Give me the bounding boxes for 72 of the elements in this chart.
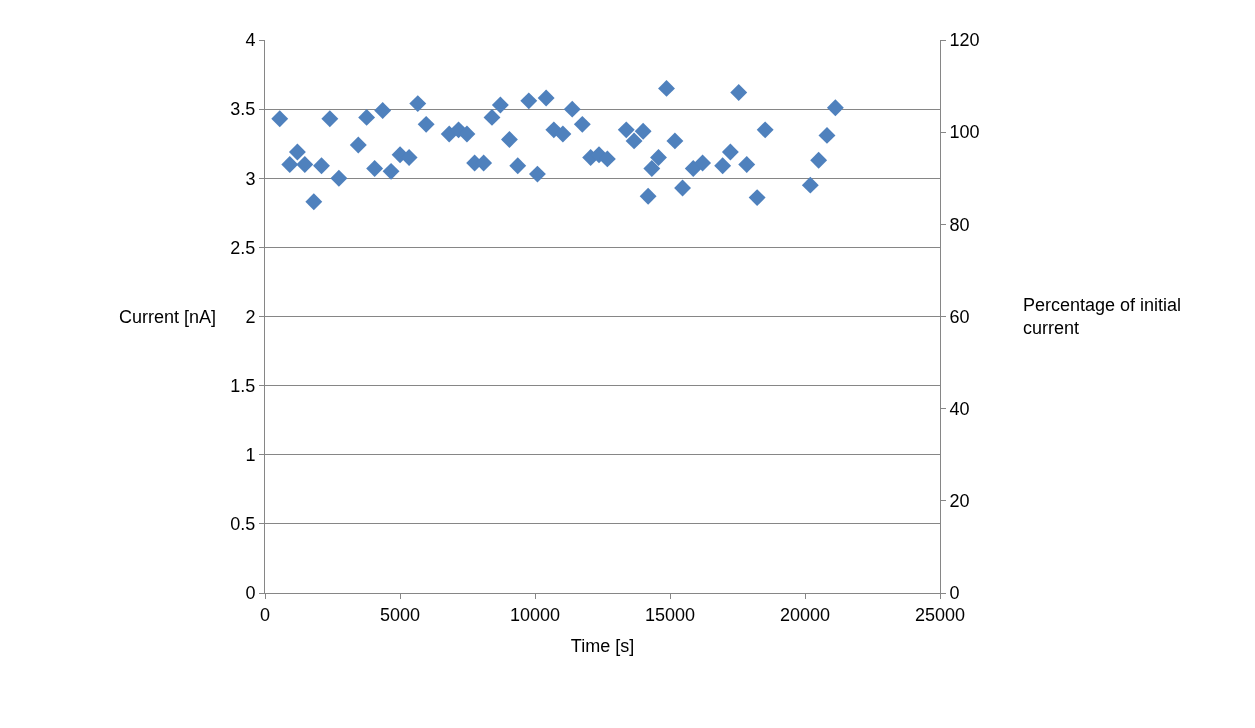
point [330,169,348,187]
x-axis-title: Time [s] [570,635,635,656]
point [634,122,652,140]
x-tick-label: 0 [259,604,271,625]
y-tick-label: 3 [245,168,256,189]
y2-tick-label: 80 [949,214,970,235]
point [730,84,748,101]
point [296,155,314,173]
x-tick-label: 25000 [914,604,966,625]
point [417,115,435,133]
y2-axis-title: Percentage of initial current [1023,295,1182,339]
point [409,95,427,113]
y2-tick-label: 100 [949,122,980,143]
y-tick-label: 2 [245,306,256,327]
point [658,79,675,97]
point [458,125,476,143]
point [491,96,509,114]
point [650,149,667,166]
point [694,154,712,172]
point [573,115,591,133]
x-tick-label: 20000 [779,604,831,625]
point [554,125,572,143]
point [358,108,376,126]
point [349,136,367,154]
point [810,151,828,169]
x-tick-label: 15000 [644,604,696,625]
y2-tick-label: 0 [949,583,960,604]
y-tick-label: 1 [245,445,256,466]
y2-tick-label: 20 [949,491,970,512]
y-tick-label: 0.5 [230,514,256,535]
point [313,157,330,175]
point [281,155,299,173]
point [520,92,538,110]
y2-tick-label: 60 [949,306,970,327]
point [674,179,692,197]
point [563,100,581,118]
point [305,193,323,211]
point [288,143,306,161]
point [684,160,702,178]
point [643,160,661,178]
point [483,108,501,126]
y2-tick-label: 120 [949,30,980,51]
y-tick-label: 4 [245,30,256,51]
point [500,131,518,148]
y-axis-title: Current [nA] [119,307,217,327]
point [374,102,392,119]
point [666,132,684,150]
point [738,155,756,173]
y2-tick-label: 40 [949,398,970,419]
point [826,99,844,117]
point [801,176,819,194]
point [818,126,836,144]
point [617,121,635,139]
point [714,157,732,175]
y-tick-label: 0 [245,583,256,604]
point [756,121,774,139]
y-tick-label: 1.5 [230,375,256,396]
point [528,165,546,183]
y-tick-label: 3.5 [230,99,256,120]
point [382,162,400,180]
y-tick-label: 2.5 [230,237,256,258]
point [509,157,527,175]
point [537,89,555,107]
point [625,132,643,150]
point [321,110,339,128]
point [639,187,657,205]
point [721,143,739,161]
point [271,110,289,128]
point [748,189,766,207]
x-tick-label: 5000 [379,604,421,625]
point [366,160,384,178]
x-tick-label: 10000 [509,604,561,625]
